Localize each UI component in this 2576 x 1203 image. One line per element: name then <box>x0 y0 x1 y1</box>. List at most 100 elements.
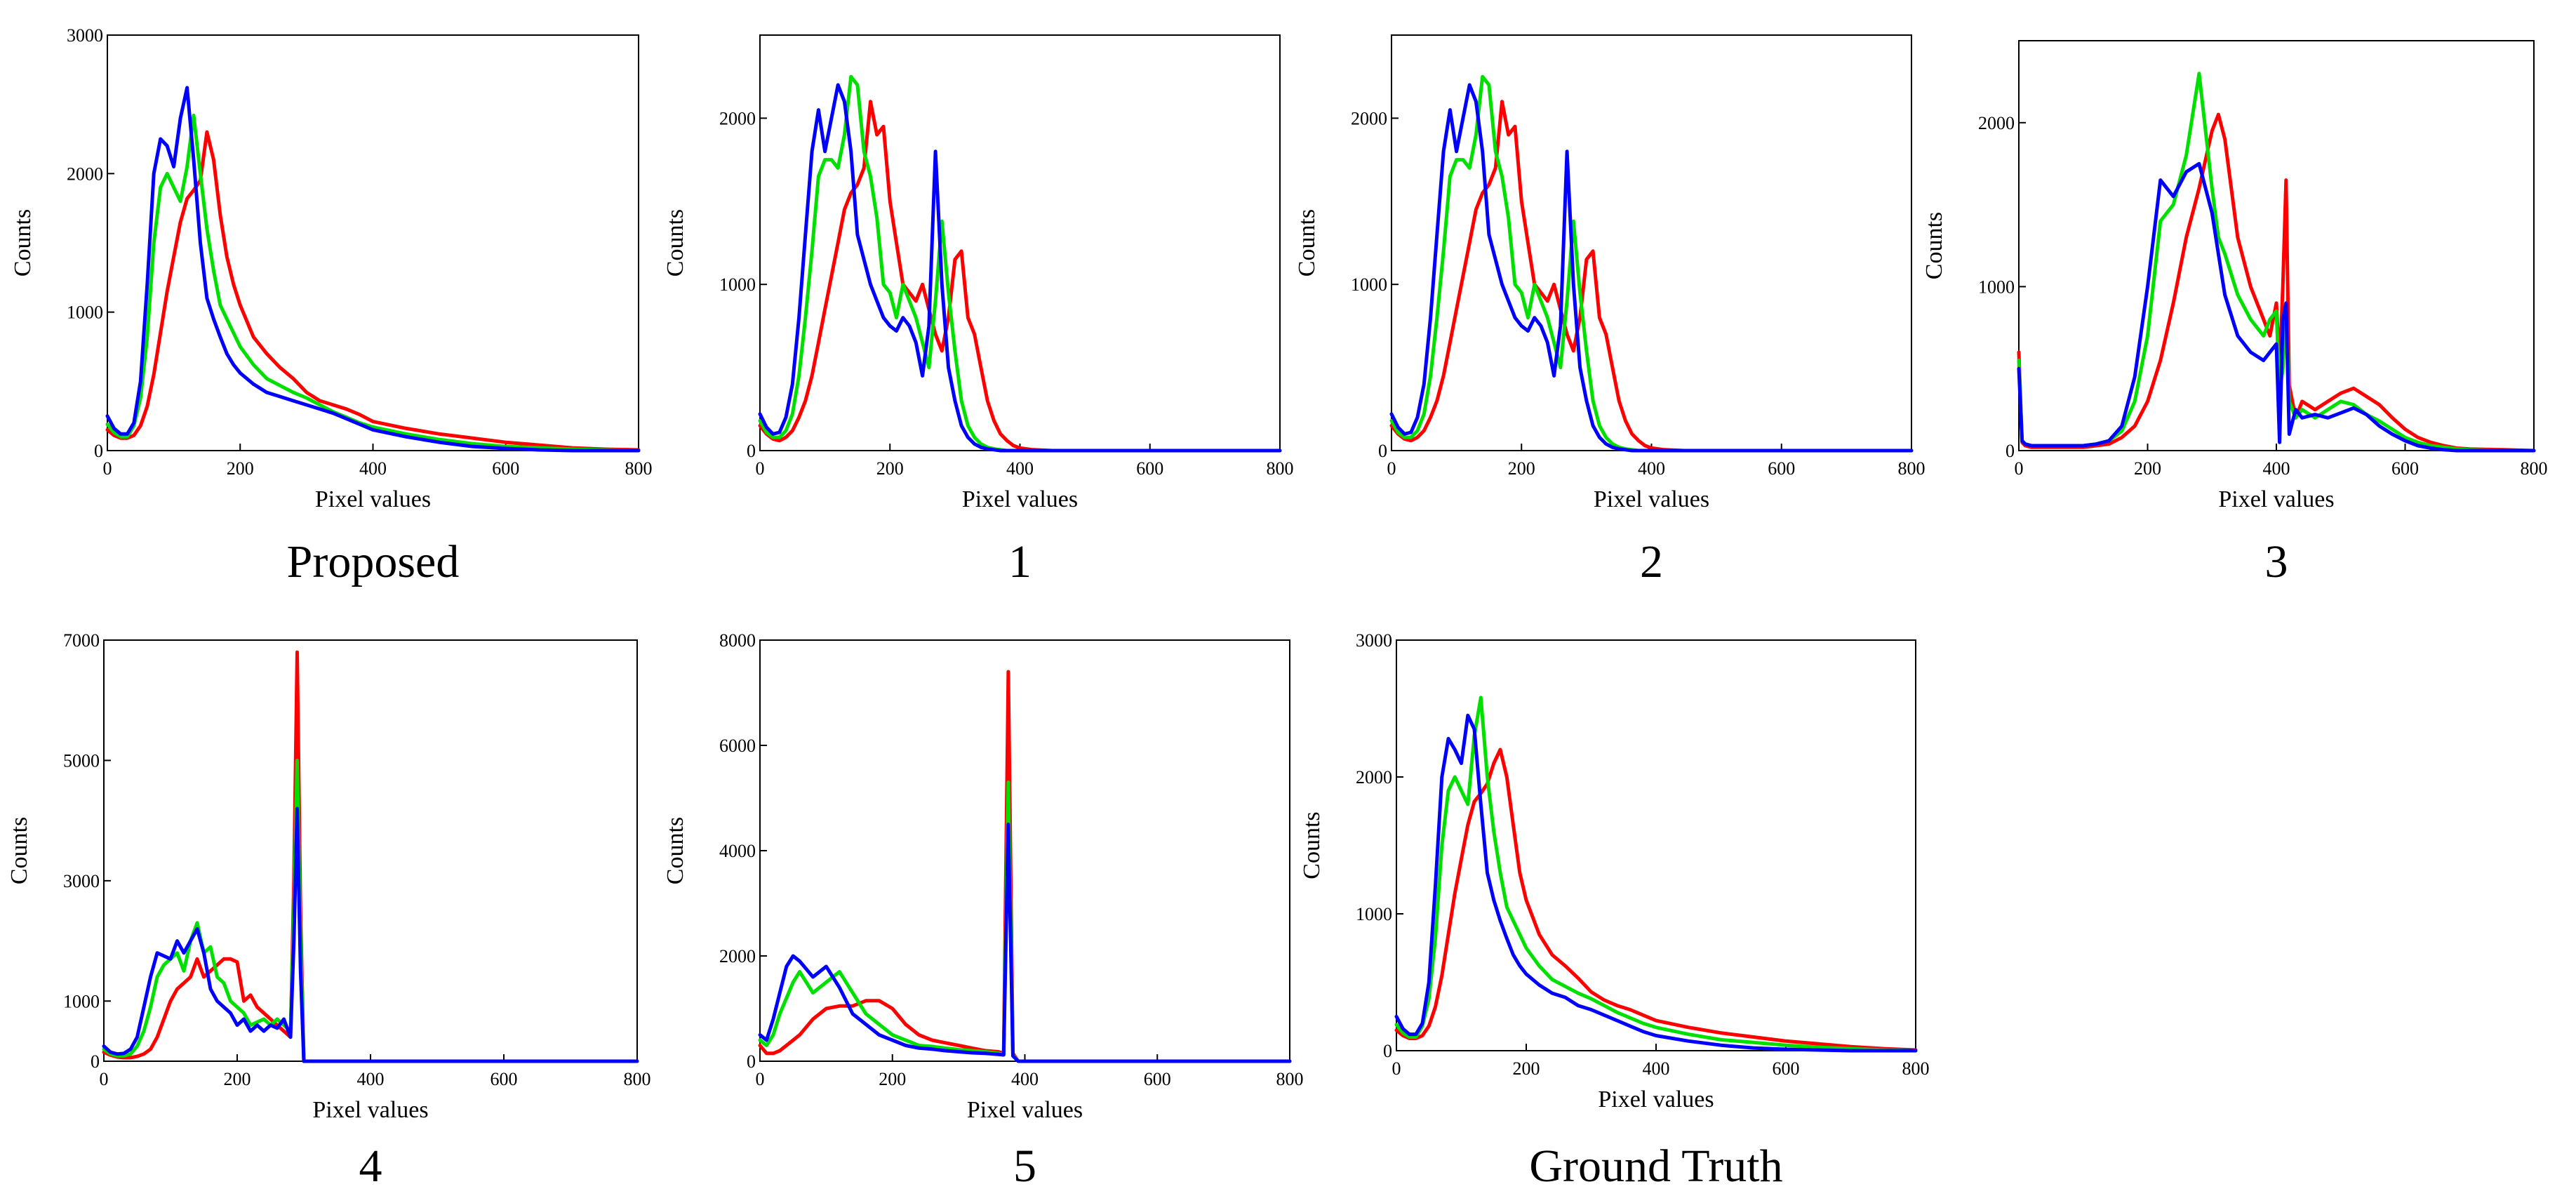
series-line-blue <box>102 806 639 1063</box>
x-tick-label: 600 <box>490 1069 518 1089</box>
y-tick-label: 8000 <box>719 630 756 651</box>
x-axis-label: Pixel values <box>962 486 1078 512</box>
series-line-blue <box>2017 161 2536 453</box>
y-axis-label: Counts <box>1921 212 1947 279</box>
panel-caption: Ground Truth <box>1529 1141 1782 1192</box>
x-axis-label: Pixel values <box>1598 1086 1714 1112</box>
x-tick-label: 400 <box>357 1069 385 1089</box>
chart-panel-2: 0 200 400 600 800 0 1000 2000 Pixel values Counts… <box>1294 34 1926 587</box>
chart-panel-4: 0 200 400 600 800 0 1000 3000 5000 7000 Pixel valu… <box>6 630 651 1192</box>
x-axis-label: Pixel values <box>967 1097 1083 1123</box>
x-tick-label: 0 <box>100 1069 109 1089</box>
x-tick-label: 200 <box>1508 458 1535 479</box>
series-line-red <box>1389 100 1914 453</box>
x-tick-label: 0 <box>756 458 765 479</box>
x-tick-label: 800 <box>1902 1058 1930 1079</box>
x-tick-label: 200 <box>876 458 904 479</box>
x-tick-label: 0 <box>1387 458 1396 479</box>
series-line-blue <box>758 83 1282 453</box>
x-tick-label: 600 <box>1768 458 1795 479</box>
x-tick-label: 600 <box>1773 1058 1800 1079</box>
series-line-green <box>1394 696 1918 1053</box>
y-axis-label: Counts <box>662 817 688 884</box>
x-tick-label: 600 <box>1144 1069 1171 1089</box>
y-tick-label: 2000 <box>719 108 756 128</box>
y-tick-label: 5000 <box>63 750 100 771</box>
y-tick-label: 6000 <box>719 736 756 756</box>
series-line-blue <box>1394 713 1918 1053</box>
x-tick-label: 400 <box>1011 1069 1039 1089</box>
x-tick-label: 800 <box>1267 458 1294 479</box>
series-line-red <box>758 100 1282 453</box>
x-tick-label: 200 <box>2134 458 2161 479</box>
x-tick-label: 200 <box>227 458 254 479</box>
series-line-red <box>1394 747 1918 1052</box>
x-tick-label: 200 <box>224 1069 251 1089</box>
y-tick-label: 4000 <box>719 841 756 861</box>
y-tick-label: 2000 <box>67 164 103 184</box>
y-tick-label: 2000 <box>719 946 756 966</box>
series-line-blue <box>105 86 641 453</box>
panel-caption: 3 <box>2265 536 2288 587</box>
x-tick-label: 600 <box>2391 458 2419 479</box>
y-tick-label: 0 <box>91 1051 100 1072</box>
series-line-blue <box>1389 83 1914 453</box>
y-tick-label: 2000 <box>1356 767 1392 787</box>
x-tick-label: 400 <box>359 458 387 479</box>
x-axis-label: Pixel values <box>312 1097 428 1123</box>
x-tick-label: 600 <box>492 458 519 479</box>
chart-panel-3: 0 200 400 600 800 0 1000 2000 Pixel values Counts… <box>1921 40 2548 587</box>
chart-panel-1: 0 200 400 600 800 0 1000 2000 Pixel values Counts… <box>662 34 1294 587</box>
y-tick-label: 3000 <box>67 25 103 46</box>
y-tick-label: 7000 <box>63 630 100 651</box>
x-axis-label: Pixel values <box>2218 486 2334 512</box>
y-axis-label: Counts <box>1299 811 1325 879</box>
y-tick-label: 2000 <box>1351 108 1387 128</box>
x-tick-label: 800 <box>2521 458 2548 479</box>
y-tick-label: 0 <box>747 441 756 461</box>
x-tick-label: 200 <box>1513 1058 1540 1079</box>
panel-caption: Proposed <box>287 536 460 587</box>
chart-panel-0: 0 200 400 600 800 0 1000 2000 3000 Pixel values Co… <box>10 25 653 587</box>
panel-caption: 4 <box>359 1141 382 1192</box>
x-tick-label: 800 <box>624 1069 651 1089</box>
x-axis-label: Pixel values <box>1594 486 1709 512</box>
x-tick-label: 400 <box>1006 458 1034 479</box>
y-tick-label: 1000 <box>63 991 100 1011</box>
x-tick-label: 800 <box>625 458 653 479</box>
x-tick-label: 200 <box>879 1069 906 1089</box>
series-line-green <box>105 114 641 453</box>
y-tick-label: 1000 <box>1356 904 1392 924</box>
y-axis-label: Counts <box>10 209 36 277</box>
x-tick-label: 400 <box>1638 458 1665 479</box>
panel-caption: 1 <box>1008 536 1032 587</box>
y-axis-label: Counts <box>1294 209 1320 277</box>
y-tick-label: 0 <box>1383 1041 1392 1061</box>
y-tick-label: 1000 <box>719 274 756 295</box>
y-tick-label: 1000 <box>1978 277 2015 297</box>
series-line-red <box>105 130 641 452</box>
y-tick-label: 0 <box>94 441 103 461</box>
x-tick-label: 0 <box>103 458 112 479</box>
panel-caption: 2 <box>1640 536 1663 587</box>
x-tick-label: 600 <box>1136 458 1163 479</box>
y-axis-label: Counts <box>662 209 688 277</box>
y-tick-label: 3000 <box>63 871 100 891</box>
chart-panel-6: 0 200 400 600 800 0 1000 2000 3000 Pixel values Co… <box>1299 630 1930 1192</box>
x-tick-label: 800 <box>1898 458 1926 479</box>
y-tick-label: 1000 <box>67 303 103 323</box>
x-tick-label: 400 <box>2263 458 2290 479</box>
y-tick-label: 0 <box>1378 441 1387 461</box>
y-tick-label: 3000 <box>1356 630 1392 651</box>
y-axis-label: Counts <box>6 817 32 884</box>
series-line-blue <box>758 823 1292 1063</box>
x-tick-label: 0 <box>1392 1058 1401 1079</box>
y-tick-label: 1000 <box>1351 274 1387 295</box>
x-tick-label: 800 <box>1276 1069 1304 1089</box>
x-tick-label: 400 <box>1643 1058 1670 1079</box>
y-tick-label: 0 <box>747 1051 756 1072</box>
x-tick-label: 0 <box>2015 458 2024 479</box>
